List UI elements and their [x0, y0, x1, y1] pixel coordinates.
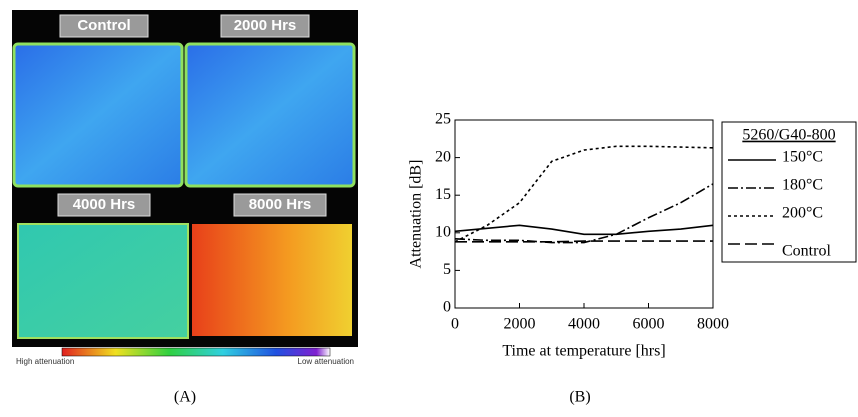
- scale-label: High attenuation: [16, 357, 74, 366]
- scale-label: Low attenuation: [298, 357, 355, 366]
- scan-label: 8000 Hrs: [249, 196, 312, 213]
- legend-label: 150°C: [782, 149, 823, 166]
- chart: 0 5 10 15 20 25 0 2000 4000 6000 8000 Time at tempe…: [408, 111, 857, 360]
- y-tick-label: 25: [435, 111, 451, 128]
- series-line: [454, 145, 714, 243]
- x-tick-label: 2000: [504, 316, 536, 333]
- y-tick-label: 0: [443, 299, 451, 316]
- color-scale: [61, 347, 331, 357]
- series-line: [455, 240, 713, 243]
- x-tick-label: 4000: [568, 316, 600, 333]
- x-tick-label: 6000: [633, 316, 665, 333]
- scan-label: 4000 Hrs: [73, 196, 136, 213]
- legend-title: 5260/G40-800: [742, 127, 835, 144]
- series-line: [454, 224, 714, 236]
- legend-label: 200°C: [782, 205, 823, 222]
- caption: (A): [174, 389, 196, 406]
- panel-a: Control 2000 Hrs 4000 Hrs 8000 Hrs High …: [12, 10, 358, 406]
- label-box: [233, 193, 327, 217]
- y-tick-label: 15: [435, 186, 451, 203]
- x-tick-label: 8000: [697, 316, 729, 333]
- x-tick-label: 0: [451, 316, 459, 333]
- series-line: [454, 183, 714, 244]
- caption: (B): [569, 389, 590, 406]
- scan-label: Control: [77, 17, 130, 34]
- label-box: [57, 193, 151, 217]
- scan-8000: [192, 224, 352, 336]
- plot-frame: [454, 119, 714, 309]
- y-tick-label: 5: [443, 261, 451, 278]
- y-tick-label: 20: [435, 148, 451, 165]
- scan-4000: [17, 223, 189, 339]
- label-box: [220, 14, 310, 38]
- scan-2000: [184, 42, 356, 188]
- x-axis-label: Time at temperature [hrs]: [502, 343, 665, 360]
- legend-box: [721, 121, 857, 263]
- scan-control: [12, 42, 184, 188]
- label-box: [59, 14, 149, 38]
- y-tick-label: 10: [435, 223, 451, 240]
- scan-label: 2000 Hrs: [234, 17, 297, 34]
- y-axis-label: Attenuation [dB]: [408, 160, 425, 269]
- legend-label: Control: [782, 243, 831, 260]
- legend-label: 180°C: [782, 177, 823, 194]
